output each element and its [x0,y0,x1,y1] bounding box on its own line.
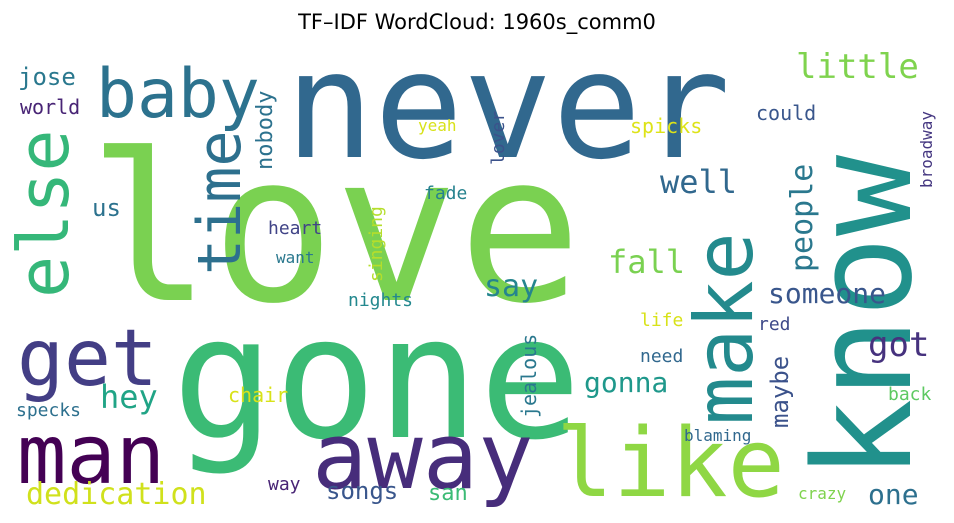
word-else: else [3,129,85,298]
word-specks: specks [16,400,81,421]
word-san: san [428,481,468,506]
word-red: red [758,314,791,335]
word-life: life [640,310,683,331]
word-us: us [92,194,121,222]
word-baby: baby [96,55,260,134]
word-blaming: blaming [684,426,751,445]
chart-title: TF–IDF WordCloud: 1960s_comm0 [298,10,656,34]
word-never: never [285,20,731,192]
word-nights: nights [348,290,413,311]
word-world: world [20,95,80,119]
word-jealous: jealous [517,334,541,418]
word-songs: songs [326,477,398,505]
word-heart: heart [268,218,322,239]
word-dedication: dedication [26,477,207,512]
word-way: way [268,474,301,495]
word-broadway: broadway [917,111,936,188]
word-little: little [796,47,919,87]
word-maybe: maybe [766,356,794,428]
word-lover: lover [488,111,509,165]
word-back: back [888,384,932,405]
word-one: one [868,478,919,511]
word-want: want [276,248,315,267]
word-people: people [785,164,820,272]
word-hey: hey [100,378,158,416]
word-crazy: crazy [798,484,847,503]
word-away: away [312,403,534,510]
word-gonna: gonna [584,366,668,399]
word-like: like [556,409,785,519]
word-spicks: spicks [630,114,702,138]
word-love: love [88,111,582,349]
word-nobody: nobody [253,91,278,170]
word-need: need [640,346,683,367]
word-jose: jose [18,63,76,91]
word-gone: gone [172,280,581,478]
word-fall: fall [608,243,685,281]
word-time: time [185,131,255,276]
word-get: get [17,314,158,404]
word-know: know [785,154,942,480]
word-fade: fade [424,183,467,204]
word-yeah: yeah [418,116,457,135]
word-chair: chair [228,383,288,407]
word-say: say [484,269,538,304]
word-someone: someone [768,277,886,310]
word-got: got [868,325,929,365]
word-could: could [756,101,816,125]
word-make: make [678,232,771,425]
word-man: man [17,408,165,503]
word-well: well [660,163,737,201]
word-singing: singing [366,206,387,282]
